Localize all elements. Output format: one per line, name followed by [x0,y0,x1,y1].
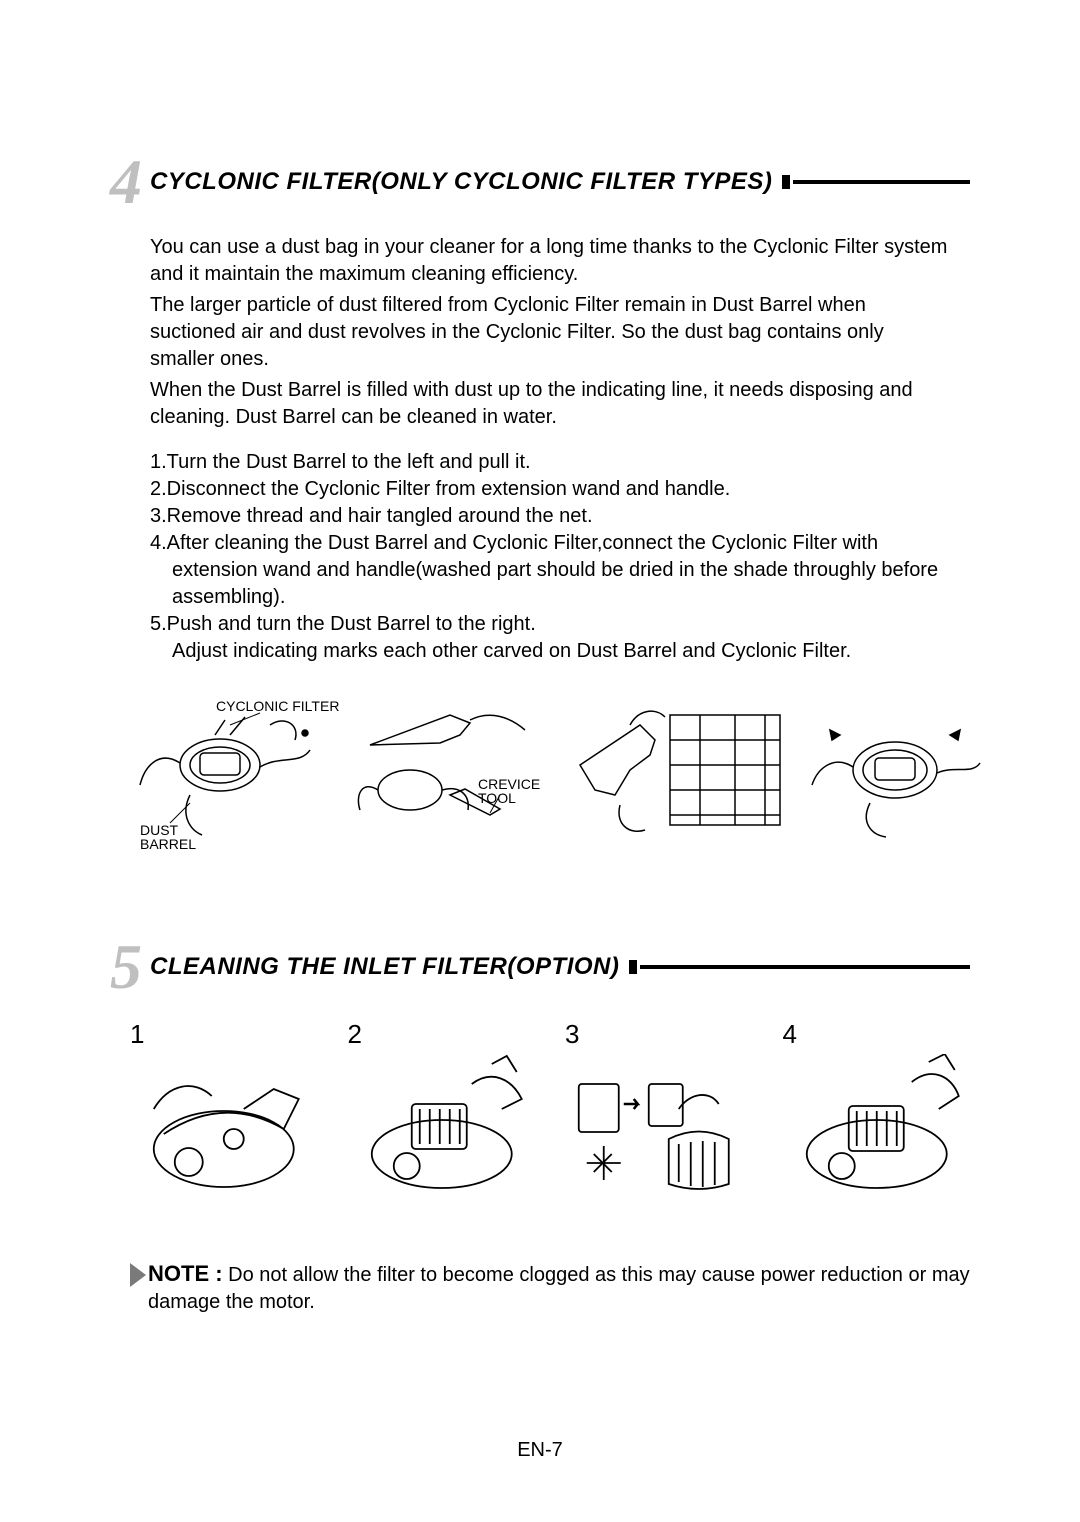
section-4-title: CYCLONIC FILTER(ONLY CYCLONIC FILTER TYP… [150,168,772,196]
dispose-filter-icon [565,1054,753,1194]
inlet-step-1: 1 [130,1019,318,1199]
diagram-reassemble [800,695,1000,855]
section-4-para-1: You can use a dust bag in your cleaner f… [150,234,950,288]
step-3: 3.Remove thread and hair tangled around … [150,503,950,530]
section-5-rule [629,960,970,974]
inlet-num-2: 2 [348,1019,536,1050]
note-body: Do not allow the filter to become clogge… [148,1264,970,1313]
label-cyclonic-filter: CYCLONIC FILTER [216,698,339,714]
crevice-tool-icon: CREVICE TOOL [350,695,550,855]
section-4-para-2: The larger particle of dust filtered fro… [150,292,950,373]
section-5-header: 5 CLEANING THE INLET FILTER(OPTION) [110,935,970,999]
vacuum-open-icon [130,1054,318,1194]
step-5: 5.Push and turn the Dust Barrel to the r… [150,611,950,665]
section-4-para-3: When the Dust Barrel is filled with dust… [150,377,950,431]
note-block: NOTE : Do not allow the filter to become… [130,1259,970,1316]
step-4: 4.After cleaning the Dust Barrel and Cyc… [150,530,950,611]
inlet-step-4: 4 [783,1019,971,1199]
step-5-line1: 5.Push and turn the Dust Barrel to the r… [150,613,536,635]
diagram-cyclonic-filter: CYCLONIC FILTER DUST BARREL [130,695,340,855]
label-tool: TOOL [478,790,516,806]
vacuum-filter-out-icon [348,1054,536,1194]
step-4-line1: 4.After cleaning the Dust Barrel and Cyc… [150,532,878,554]
rule-tick-icon [629,960,637,974]
section-5-title: CLEANING THE INLET FILTER(OPTION) [150,953,619,981]
washing-icon [560,695,790,855]
section-5: 5 CLEANING THE INLET FILTER(OPTION) 1 [110,935,970,1316]
inlet-num-3: 3 [565,1019,753,1050]
section-5-diagrams: 1 2 [130,1019,970,1199]
step-1: 1.Turn the Dust Barrel to the left and p… [150,449,950,476]
diagram-washing [560,695,790,855]
section-4-rule [782,175,970,189]
manual-page: 4 CYCLONIC FILTER(ONLY CYCLONIC FILTER T… [0,0,1080,1522]
inlet-step-2: 2 [348,1019,536,1199]
inlet-num-4: 4 [783,1019,971,1050]
inlet-num-1: 1 [130,1019,318,1050]
section-4-number: 4 [110,150,142,214]
section-4-diagrams: CYCLONIC FILTER DUST BARREL CREVICE [130,695,970,855]
step-2: 2.Disconnect the Cyclonic Filter from ex… [150,476,950,503]
note-label: NOTE : [148,1261,223,1286]
rule-line [793,180,970,184]
note-caret-icon [130,1263,146,1287]
cyclonic-filter-icon: CYCLONIC FILTER DUST BARREL [130,695,340,855]
section-5-number: 5 [110,935,142,999]
section-4-steps: 1.Turn the Dust Barrel to the left and p… [150,449,950,665]
rule-line [640,965,970,969]
page-number: EN-7 [0,1439,1080,1462]
section-4-body: You can use a dust bag in your cleaner f… [150,234,950,431]
rule-tick-icon [782,175,790,189]
label-barrel: BARREL [140,836,196,852]
step-5-line2: Adjust indicating marks each other carve… [150,638,950,665]
reassemble-icon [800,695,1000,855]
vacuum-filter-in-icon [783,1054,971,1194]
step-4-line2: extension wand and handle(washed part sh… [150,557,950,611]
inlet-step-3: 3 [565,1019,753,1199]
diagram-crevice-tool: CREVICE TOOL [350,695,550,855]
section-4-header: 4 CYCLONIC FILTER(ONLY CYCLONIC FILTER T… [110,150,970,214]
note-text: NOTE : Do not allow the filter to become… [148,1259,970,1316]
